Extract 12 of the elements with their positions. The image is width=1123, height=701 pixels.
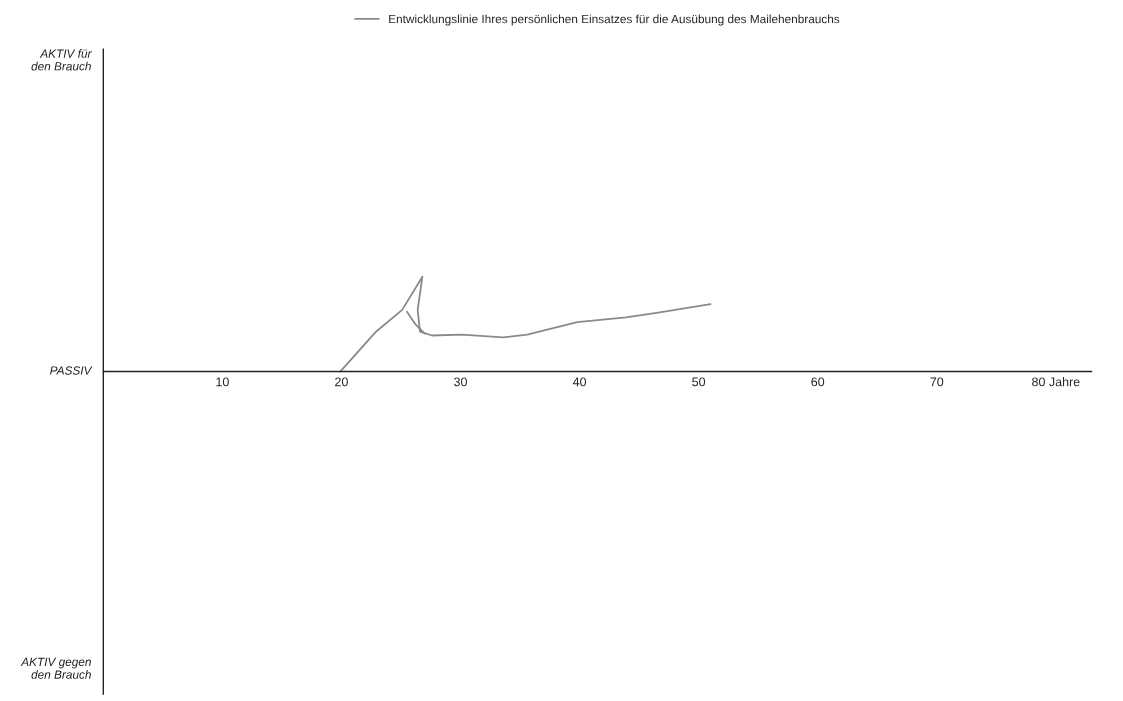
text: AKTIV gegen den Brauch [20, 657, 91, 679]
x-tick-label: 20 [335, 377, 348, 387]
text: PASSIV [50, 366, 93, 375]
x-tick-label: 60 [811, 377, 825, 387]
x-tick-label: 30 [454, 377, 467, 387]
text: AKTIV für den Brauch [31, 49, 92, 71]
x-tick-label: 80 Jahre [1032, 377, 1080, 387]
x-tick-label: 70 [930, 377, 944, 387]
legend-label: Entwicklungslinie Ihres persönlichen Einsatzes für die Ausübung des Mailehenbrauchs [389, 14, 840, 26]
x-tick-label: 40 [572, 377, 587, 387]
x-tick-label: 10 [216, 377, 229, 387]
x-tick-label: 50 [692, 377, 706, 387]
